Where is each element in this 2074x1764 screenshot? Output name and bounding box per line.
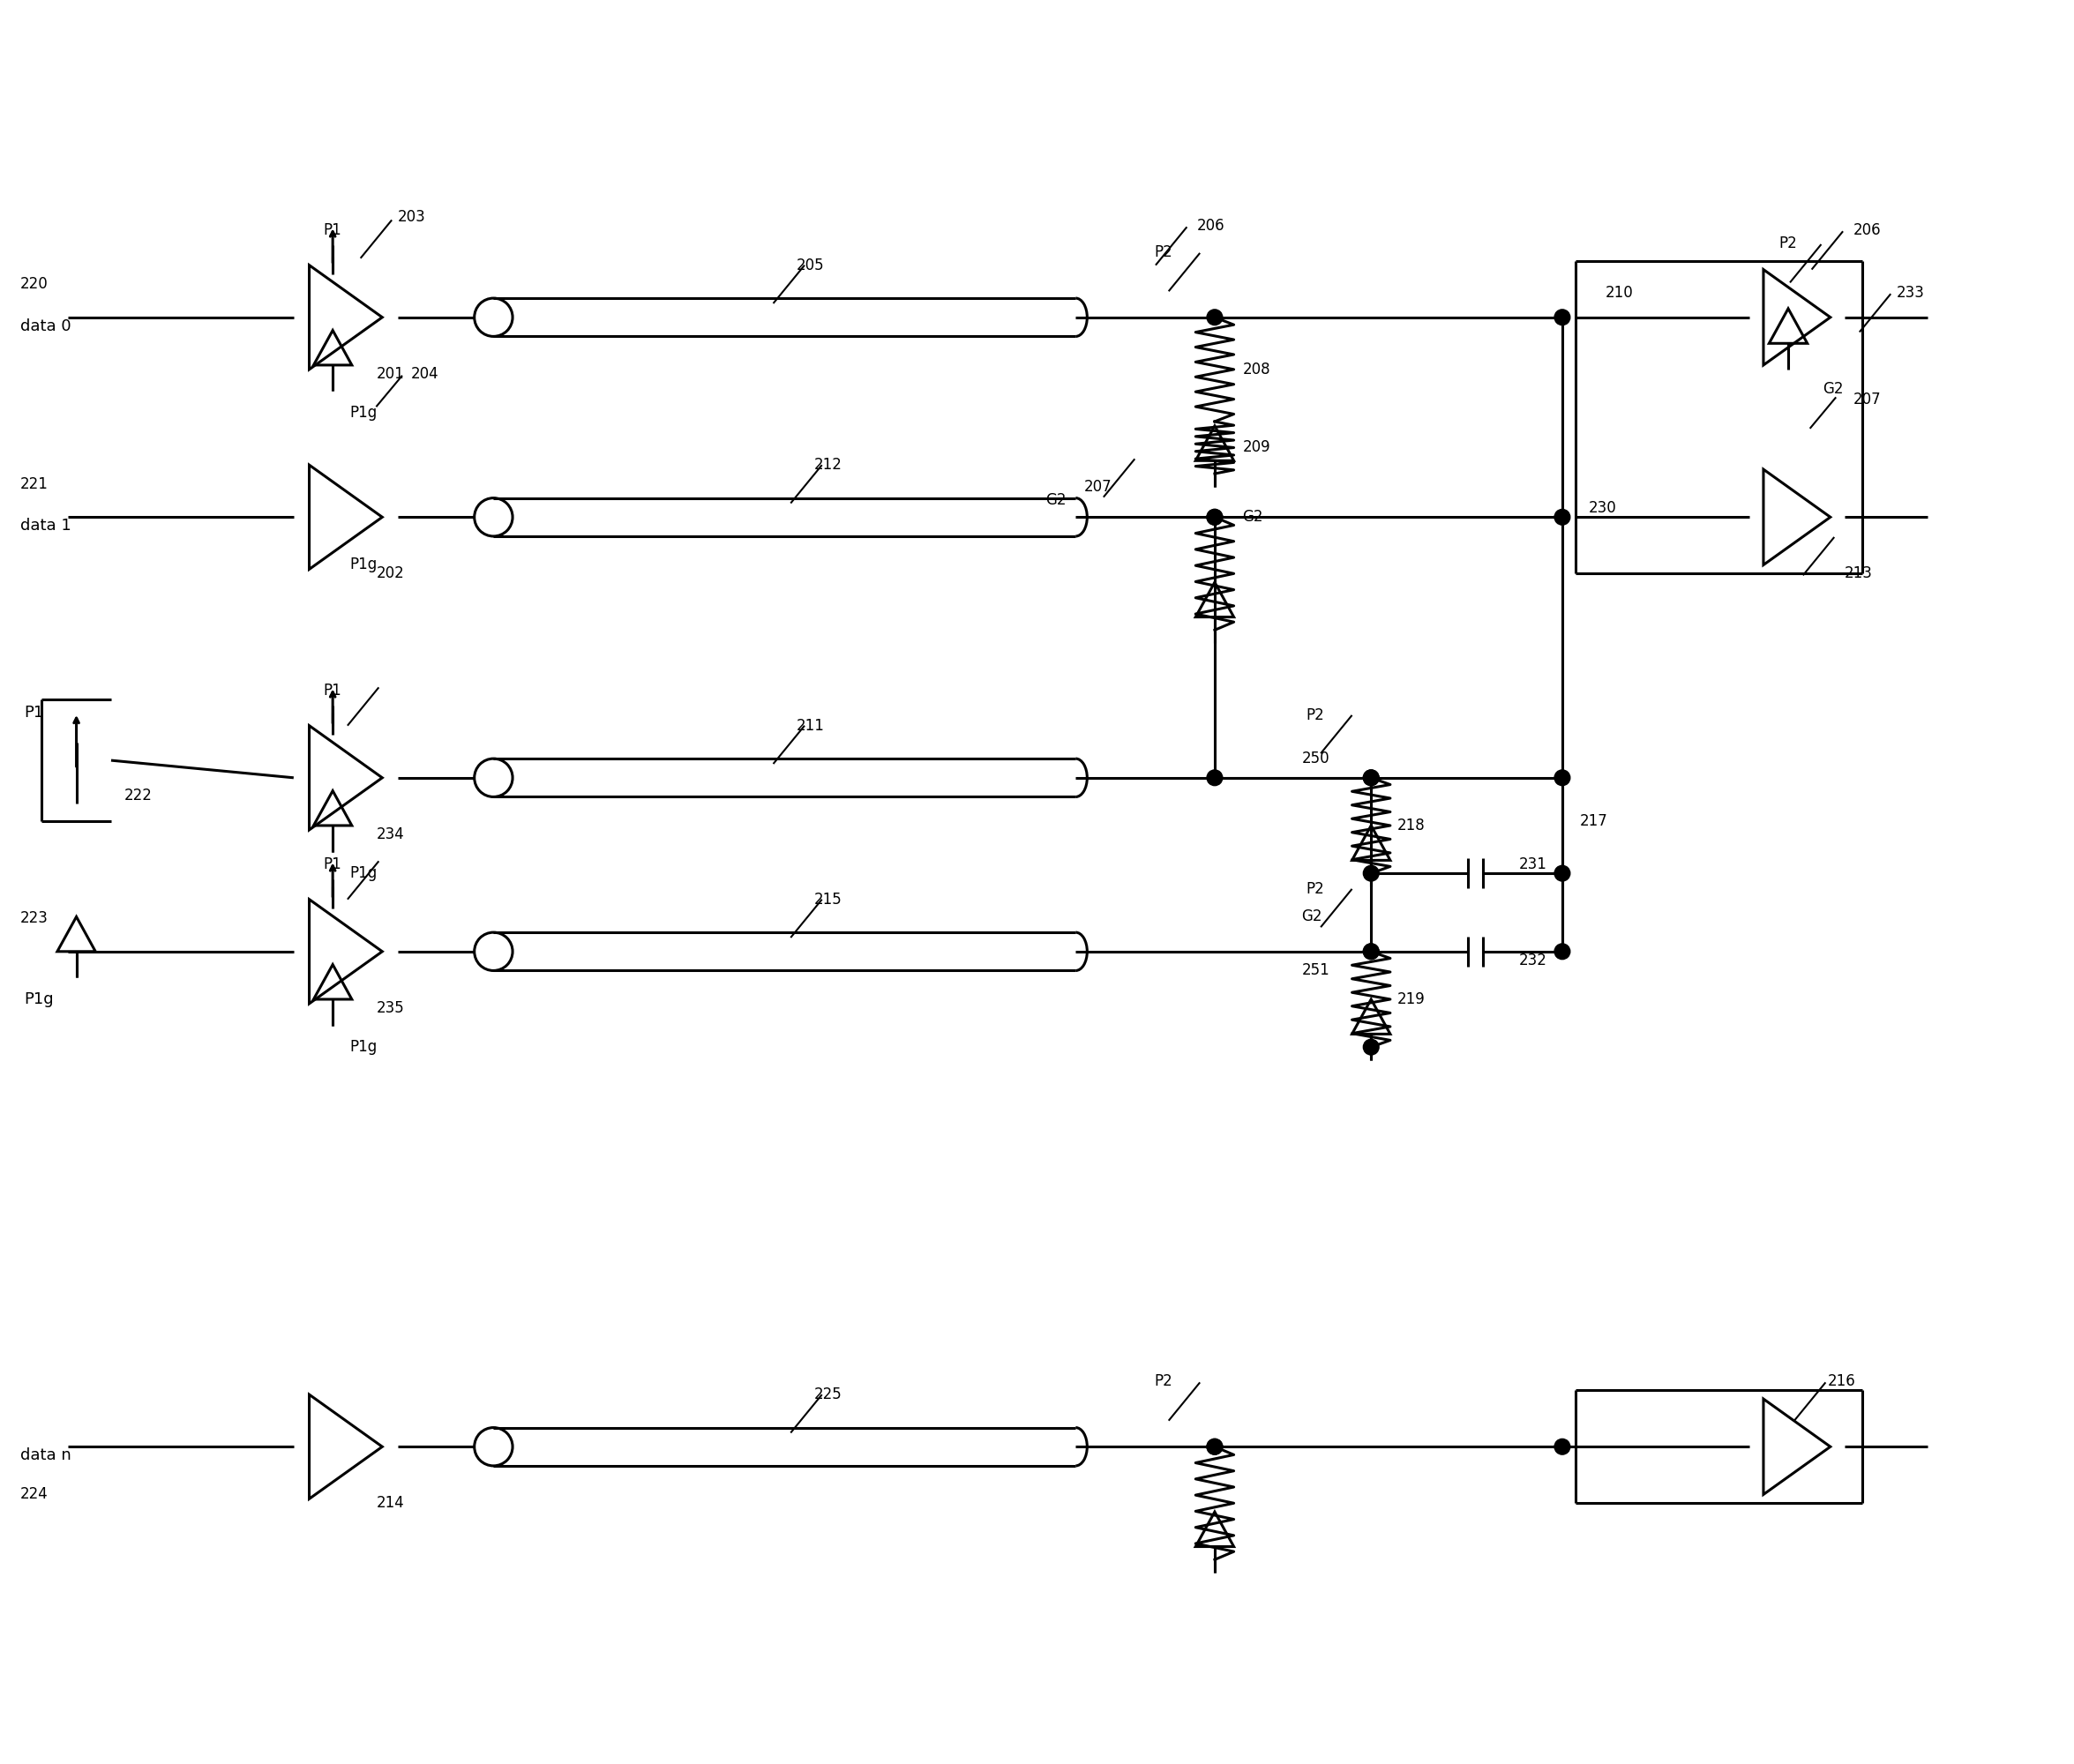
Text: 207: 207 <box>1085 478 1112 494</box>
Text: 208: 208 <box>1242 362 1271 377</box>
Text: 222: 222 <box>124 787 151 803</box>
Text: 203: 203 <box>398 210 425 226</box>
Circle shape <box>1553 944 1570 960</box>
Circle shape <box>1363 1039 1379 1055</box>
Text: P2: P2 <box>1153 243 1172 259</box>
Text: 202: 202 <box>375 566 404 582</box>
Text: 233: 233 <box>1898 286 1925 302</box>
Circle shape <box>1363 769 1379 785</box>
Text: P1g: P1g <box>351 557 377 573</box>
Text: 217: 217 <box>1580 813 1607 829</box>
Text: data 1: data 1 <box>21 519 71 534</box>
Circle shape <box>1207 510 1222 526</box>
Text: data 0: data 0 <box>21 318 71 333</box>
Text: P1g: P1g <box>351 1039 377 1055</box>
Circle shape <box>1207 1439 1222 1455</box>
Text: 220: 220 <box>21 277 48 293</box>
Text: 201: 201 <box>375 365 404 381</box>
Text: P1g: P1g <box>25 991 54 1007</box>
Text: G2: G2 <box>1823 381 1844 397</box>
Text: P1: P1 <box>324 683 342 699</box>
Text: 231: 231 <box>1518 857 1547 873</box>
Text: 207: 207 <box>1854 392 1881 407</box>
Circle shape <box>1207 309 1222 325</box>
Text: 211: 211 <box>796 718 825 734</box>
Text: G2: G2 <box>1045 492 1066 508</box>
Text: P2: P2 <box>1307 880 1323 896</box>
Text: 210: 210 <box>1605 286 1634 302</box>
Text: P2: P2 <box>1779 236 1798 252</box>
Text: 221: 221 <box>21 476 48 492</box>
Circle shape <box>1363 866 1379 882</box>
Text: P1g: P1g <box>351 866 377 882</box>
Text: 206: 206 <box>1197 219 1226 235</box>
Text: P1: P1 <box>25 704 44 720</box>
Circle shape <box>1207 1439 1222 1455</box>
Text: 215: 215 <box>813 891 842 907</box>
Text: G2: G2 <box>1242 510 1263 526</box>
Text: 209: 209 <box>1242 439 1271 455</box>
Text: 214: 214 <box>375 1496 404 1512</box>
Text: P1g: P1g <box>351 406 377 422</box>
Circle shape <box>1207 510 1222 526</box>
Circle shape <box>1553 1439 1570 1455</box>
Text: P2: P2 <box>1153 1374 1172 1390</box>
Text: data n: data n <box>21 1448 71 1464</box>
Circle shape <box>1363 944 1379 960</box>
Circle shape <box>1363 769 1379 785</box>
Text: G2: G2 <box>1302 908 1323 924</box>
Text: 235: 235 <box>375 1000 404 1016</box>
Text: P1: P1 <box>324 857 342 873</box>
Text: 250: 250 <box>1302 751 1329 767</box>
Text: 224: 224 <box>21 1487 48 1503</box>
Text: 212: 212 <box>813 457 842 473</box>
Text: 219: 219 <box>1398 991 1425 1007</box>
Text: 216: 216 <box>1827 1374 1856 1390</box>
Circle shape <box>1553 769 1570 785</box>
Text: 251: 251 <box>1302 963 1329 979</box>
Text: 218: 218 <box>1398 817 1425 833</box>
Circle shape <box>1363 944 1379 960</box>
Text: 205: 205 <box>796 258 825 273</box>
Text: 234: 234 <box>375 826 404 841</box>
Text: 232: 232 <box>1518 953 1547 968</box>
Text: 223: 223 <box>21 910 48 926</box>
Text: 213: 213 <box>1844 566 1873 582</box>
Circle shape <box>1207 769 1222 785</box>
Text: 230: 230 <box>1589 501 1616 517</box>
Circle shape <box>1553 309 1570 325</box>
Text: 204: 204 <box>411 365 440 381</box>
Circle shape <box>1553 866 1570 882</box>
Text: 225: 225 <box>813 1387 842 1402</box>
Text: P1: P1 <box>324 222 342 238</box>
Circle shape <box>1553 510 1570 526</box>
Text: P2: P2 <box>1307 707 1323 723</box>
Text: 206: 206 <box>1854 222 1881 238</box>
